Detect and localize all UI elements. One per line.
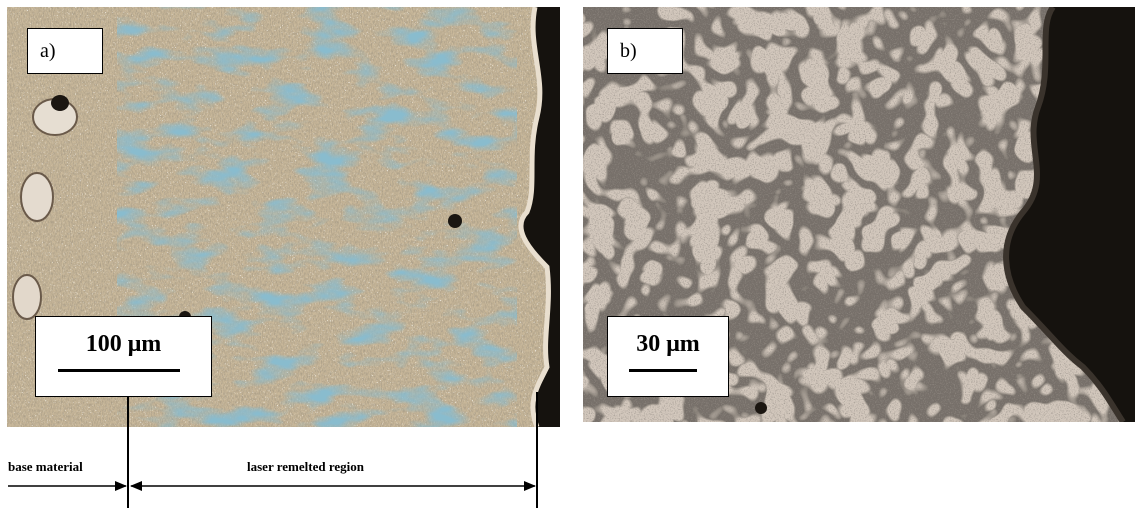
scale-bar-label-b: 30 μm xyxy=(636,331,700,357)
panel-label-b-text: b) xyxy=(620,39,637,62)
scale-bar-label-a: 100 μm xyxy=(85,331,162,357)
scale-bar-box-b: 30 μm xyxy=(607,316,729,397)
micrograph-a-image xyxy=(7,7,560,427)
scale-bar-box-a: 100 μm xyxy=(35,316,212,397)
panel-label-a-text: a) xyxy=(40,39,56,62)
laser-remelted-region-label: laser remelted region xyxy=(247,459,364,474)
scale-bar-line-b xyxy=(629,369,697,372)
panel-label-b: b) xyxy=(607,28,683,74)
scale-bar-line-a xyxy=(58,369,180,372)
base-material-label: base material xyxy=(8,459,83,474)
panel-label-a: a) xyxy=(27,28,103,74)
micrograph-panel-a xyxy=(7,7,560,427)
